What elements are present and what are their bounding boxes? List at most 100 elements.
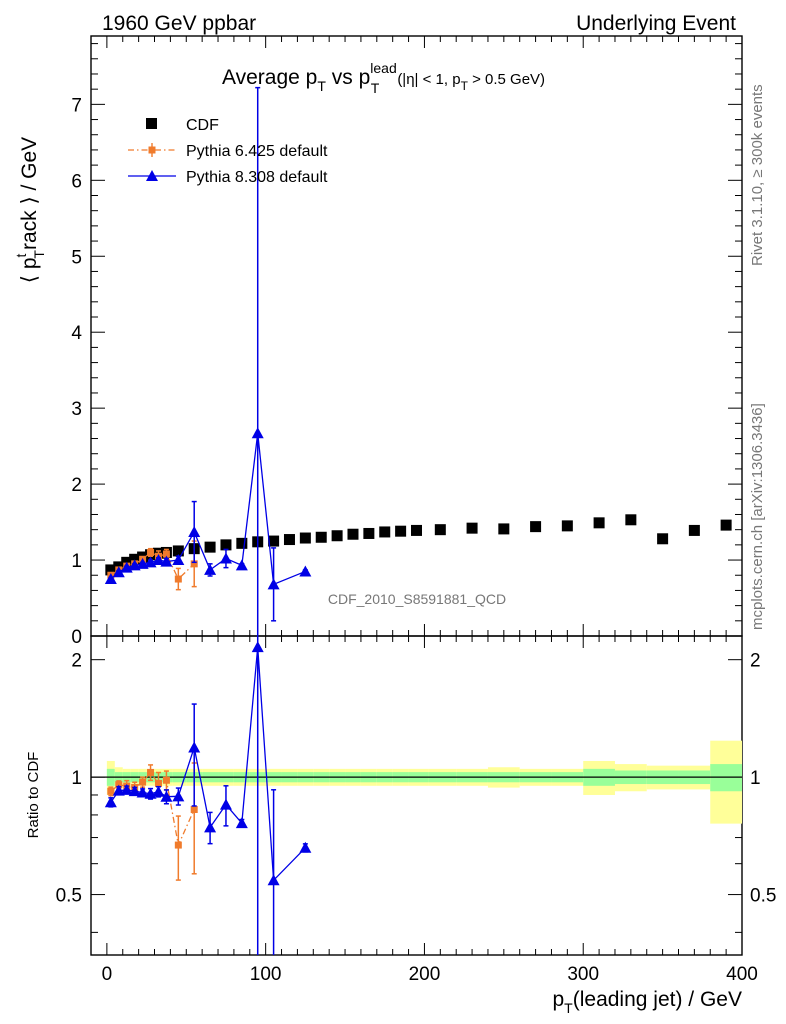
cdf-point — [395, 525, 407, 537]
cdf-point — [688, 524, 700, 536]
y-tick-label: 7 — [71, 95, 82, 116]
pythia6-ratio-point — [139, 778, 147, 786]
legend-marker-pythia8 — [146, 170, 158, 181]
pythia8-point — [112, 566, 125, 578]
pythia8-point — [251, 427, 264, 439]
pythia8-ratio-point — [136, 786, 149, 798]
ratio-y-tick-label: 0.5 — [56, 886, 82, 907]
pythia8-ratio-point — [152, 785, 165, 797]
y-tick-label: 5 — [71, 247, 82, 268]
header-left-label: 1960 GeV ppbar — [102, 12, 256, 35]
ratio-y-tick-label: 1 — [71, 768, 82, 789]
cdf-point — [268, 535, 280, 547]
pythia8-point — [204, 563, 217, 575]
pythia6-ratio-point — [174, 841, 182, 849]
pythia8-ratio-point — [267, 874, 280, 886]
cdf-point — [129, 553, 141, 565]
ratio-y-tick-label-right: 0.5 — [750, 886, 776, 907]
y-axis-title: ⟨ pt Track ⟩ / GeV — [13, 137, 47, 283]
y-tick-label: 3 — [71, 399, 82, 420]
pythia8-ratio-point — [160, 790, 173, 802]
rivet-version-label: Rivet 3.1.10, ≥ 300k events — [749, 84, 766, 266]
pythia8-ratio-point — [188, 741, 201, 753]
legend-marker-pythia6 — [148, 146, 156, 154]
cdf-point — [172, 545, 184, 557]
pythia6-point — [174, 575, 182, 583]
cdf-point — [466, 522, 478, 534]
ratio-y-tick-label-right: 2 — [750, 651, 761, 672]
pythia8-ratio-point — [235, 817, 248, 829]
pythia8-point — [299, 565, 312, 577]
pythia8-point — [235, 559, 248, 571]
cdf-point — [657, 533, 669, 545]
pythia8-point — [267, 578, 280, 590]
legend-marker-cdf — [146, 118, 157, 129]
pythia8-point — [104, 573, 117, 585]
y-tick-label: 1 — [71, 551, 82, 572]
pythia8-ratio-point — [251, 641, 264, 653]
pythia8-ratio-point — [219, 798, 232, 810]
ratio-axes: 0 100 200 300 400 0.5 0.5 1 1 2 2 — [56, 636, 776, 985]
pythia6-ratio-point — [190, 805, 198, 813]
legend-label-pythia8: Pythia 8.308 default — [186, 169, 328, 186]
cdf-point — [315, 531, 327, 543]
cdf-point — [411, 524, 422, 536]
legend-label-pythia6: Pythia 6.425 default — [186, 143, 328, 160]
pythia6-point — [162, 550, 170, 558]
cdf-point — [498, 523, 510, 535]
pythia8-point — [160, 555, 173, 567]
cdf-point — [625, 514, 637, 526]
pythia6-ratio-point — [162, 776, 170, 784]
pythia8-ratio-point — [128, 785, 141, 797]
header-right-label: Underlying Event — [576, 12, 736, 35]
x-tick-label: 100 — [250, 964, 282, 985]
pythia6-ratio-point — [107, 787, 115, 795]
ratio-plot-frame — [90, 635, 743, 956]
y-tick-label: 0 — [71, 627, 82, 648]
ratio-y-tick-label-right: 1 — [750, 768, 761, 789]
pythia8-point — [152, 554, 165, 566]
x-tick-label: 200 — [409, 964, 441, 985]
cdf-point — [561, 520, 573, 532]
y-tick-label: 2 — [71, 475, 82, 496]
pythia8-point — [188, 525, 201, 537]
main-series — [104, 86, 732, 636]
cdf-point — [593, 517, 605, 529]
ratio-y-axis-title: Ratio to CDF — [25, 752, 42, 839]
pythia8-point — [219, 552, 232, 564]
chart-title: Average pT vs plead T (|η| < 1, pT > 0.5 G… — [222, 60, 545, 96]
x-tick-label: 400 — [726, 964, 758, 985]
legend-label-cdf: CDF — [186, 117, 219, 134]
analysis-watermark: CDF_2010_S8591881_QCD — [328, 591, 506, 607]
cdf-point — [283, 534, 295, 546]
mcplots-reference-label: mcplots.cern.ch [arXiv:1306.3436] — [749, 403, 766, 630]
cdf-point — [530, 521, 542, 533]
cdf-point — [379, 526, 391, 538]
cdf-point — [434, 524, 446, 536]
y-tick-label: 4 — [71, 323, 82, 344]
cdf-point — [105, 564, 117, 576]
x-tick-label: 300 — [567, 964, 599, 985]
ratio-series — [104, 636, 312, 955]
pythia6-ratio-point — [147, 768, 155, 776]
pythia8-point — [172, 554, 185, 566]
cdf-point — [363, 527, 375, 539]
pythia8-line — [110, 433, 306, 586]
cdf-point — [236, 537, 248, 549]
pythia8-ratio-point — [299, 841, 312, 853]
pythia8-ratio-line — [110, 647, 306, 882]
cdf-point — [204, 541, 216, 553]
ratio-y-tick-label: 2 — [71, 651, 82, 672]
cdf-point — [220, 539, 232, 551]
pythia8-ratio-point — [104, 796, 117, 808]
cdf-point — [347, 528, 359, 540]
pythia8-ratio-point — [204, 821, 217, 833]
pythia8-ratio-point — [120, 783, 133, 795]
x-tick-label: 0 — [102, 964, 113, 985]
pythia6-point — [147, 548, 155, 556]
cdf-point — [720, 519, 732, 531]
pythia6-ratio-line — [110, 771, 195, 848]
pythia6-point — [190, 560, 198, 568]
pythia6-ratio-point — [154, 779, 162, 787]
